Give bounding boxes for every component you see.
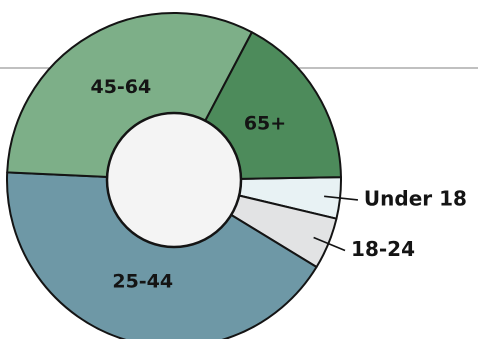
slice-label-45-64: 45-64 (90, 76, 151, 98)
slice-label-25-44: 25-44 (112, 271, 173, 293)
leader-line-18-24 (313, 236, 346, 252)
slice-label-under-18: Under 18 (364, 186, 467, 210)
slice-label-65: 65+ (244, 113, 286, 135)
leader-line-under-18 (324, 195, 359, 201)
slice-label-18-24: 18-24 (351, 237, 415, 261)
donut-hole (105, 111, 243, 249)
